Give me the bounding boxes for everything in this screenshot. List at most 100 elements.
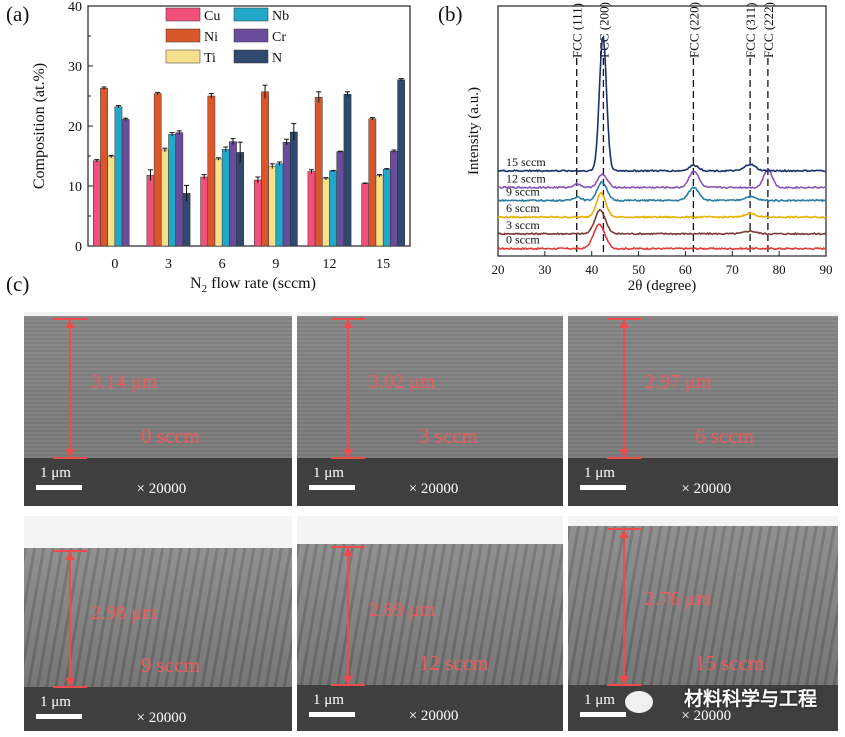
xrd-line-chart: 20 30 40 50 60 70 80 90 FCC (111) FCC (200) FCC (2… [466,2,833,294]
x-tick-label: 80 [773,262,786,277]
bar-nb [329,170,337,247]
peak-label: FCC (111) [570,3,585,58]
thickness-label: 2.89 μm [369,598,436,621]
measure-cap-bottom [53,457,87,459]
bar-nb [275,163,284,247]
series-label: 0 sccm [506,233,540,247]
bar-n [397,79,406,247]
scale-bar [309,485,355,490]
flow-rate-label: 6 sccm [695,424,754,448]
bar-cr [336,151,345,247]
legend-swatch-ni [165,28,201,43]
legend-swatch-cr [233,28,269,43]
bar-cu [253,179,262,247]
y-axis-label: Intensity (a.u.) [466,87,482,175]
bar-n [343,93,352,247]
panel-label-a: (a) [6,2,30,26]
measure-arrow-up [619,530,629,538]
scale-bar [580,485,626,490]
scale-bar-label: 1 μm [40,465,71,481]
measure-cap-bottom [53,686,87,688]
measure-arrow-down [619,676,629,684]
x-tick-label: 30 [538,262,551,277]
measure-arrow-down [343,676,353,684]
scale-bar [36,485,82,490]
bar-ni [261,91,269,247]
sem-image-0-sccm: 3.14 μm 0 sccm 1 μm × 20000 [24,312,292,506]
sem-image-9-sccm: 2.98 μm 9 sccm 1 μm × 20000 [24,516,292,731]
measure-arrow-down [619,449,629,457]
peak-label: FCC (200) [596,2,611,58]
plot-frame [497,5,827,257]
watermark-text: 材料科学与工程 [683,688,817,710]
bar-cr [175,132,184,247]
x-axis-label: 2θ (degree) [628,278,696,294]
measure-cap-bottom [331,457,365,459]
x-tick-label: 9 [272,257,279,272]
measure-arrow-up [343,548,353,556]
coating-film [297,316,563,458]
legend-swatch-ti [165,49,201,64]
flow-rate-label: 12 sccm [419,651,489,675]
peak-label: FCC (311) [743,3,758,59]
magnification-label: × 20000 [408,708,459,724]
magnification-label: × 20000 [136,710,187,726]
legend-swatch-cu [165,7,201,22]
measure-line [347,546,349,685]
peak-label: FCC (220) [686,2,701,58]
measure-line [69,318,71,458]
bar-nb [168,134,176,247]
xrd-curve [497,35,826,173]
measure-arrow-up [65,320,75,328]
sem-image-6-sccm: 2.97 μm 6 sccm 1 μm × 20000 [568,312,838,506]
measure-arrow-down [65,449,75,457]
series-label: 12 sccm [506,171,546,185]
y-axis-label: Composition (at.%) [31,63,48,189]
x-tick-label: 3 [165,257,172,272]
scale-bar-label: 1 μm [584,692,615,708]
coating-film [568,526,838,685]
bar-ti [268,165,277,247]
legend-swatch-nb [233,7,269,22]
measure-arrow-up [619,320,629,328]
magnification-label: × 20000 [681,481,732,497]
bar-n [236,152,245,247]
legend-label-ti: Ti [204,51,216,66]
bar-cu [146,174,155,247]
measure-cap-bottom [607,684,641,686]
bar-ni [207,95,216,247]
y-tick-label: 30 [68,60,82,75]
wechat-icon [625,691,653,713]
bar-cr [121,119,130,247]
thickness-label: 3.14 μm [91,371,158,394]
x-tick-label: 60 [679,262,692,277]
thickness-label: 2.76 μm [645,587,712,610]
legend-label-n: N [272,51,282,66]
measure-arrow-up [65,552,75,560]
bar-ti [161,149,169,247]
thickness-label: 2.97 μm [645,371,712,394]
x-tick-label: 70 [726,262,739,277]
y-tick-label: 10 [68,180,82,195]
coating-film [297,544,563,685]
panel-label-c: (c) [6,272,30,296]
series-label: 15 sccm [506,155,546,169]
composition-bar-chart: 0 10 20 30 40 0 3 6 9 12 15 Composition (at.%) N2 fl… [31,0,411,295]
coating-film [24,548,292,687]
flow-rate-label: 9 sccm [141,653,200,677]
y-tick-label: 20 [68,120,82,135]
thickness-label: 2.98 μm [91,602,158,625]
bar-ti [214,158,223,247]
measure-arrow-down [65,678,75,686]
y-tick-label: 0 [75,240,82,255]
sem-info-bar [24,458,292,506]
xrd-curve [497,180,827,203]
measure-arrow-down [343,449,353,457]
measure-line [623,318,625,458]
sem-info-bar [297,685,563,731]
legend-label-ni: Ni [204,30,218,45]
magnification-label: × 20000 [136,481,187,497]
legend-label-cu: Cu [204,9,220,24]
x-tick-label: 0 [111,257,118,272]
legend-label-nb: Nb [272,9,289,24]
